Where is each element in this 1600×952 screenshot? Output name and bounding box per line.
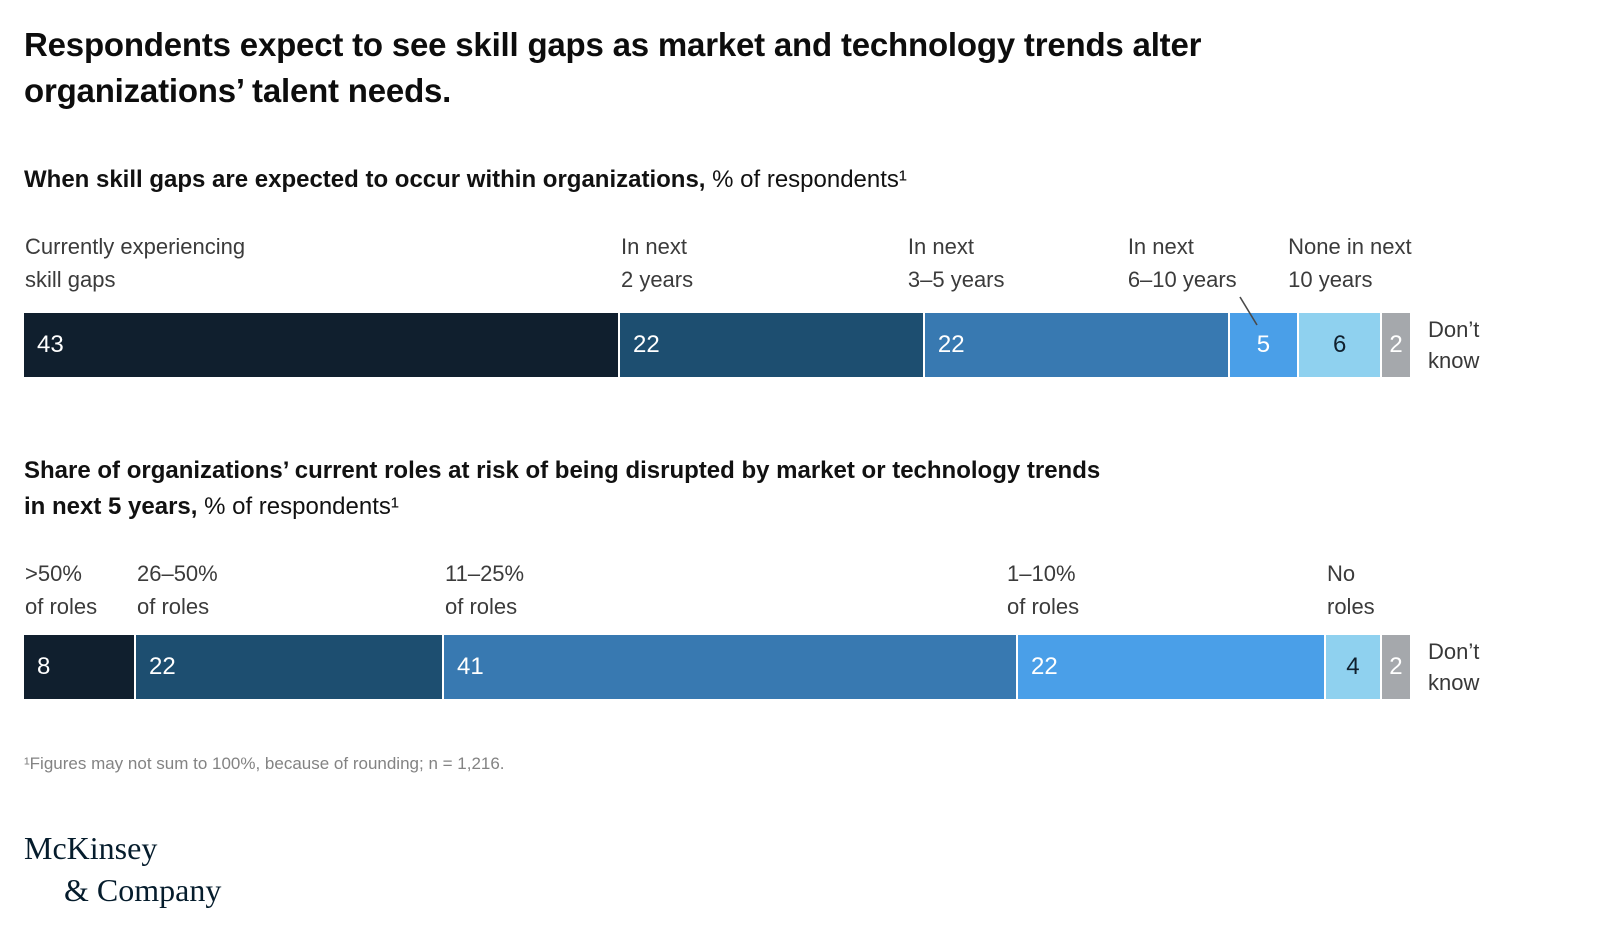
segment-value: 22	[937, 331, 965, 358]
dont-know-label: Don’t know	[1428, 639, 1480, 695]
bar-segment: 2	[1382, 313, 1410, 377]
category-labels-row: >50% of roles 26–50% of roles 11–25% of roles…	[24, 557, 1410, 623]
segment-value: 2	[1389, 653, 1403, 680]
segment-value: 22	[148, 653, 176, 680]
category-label: >50% of roles	[25, 561, 98, 619]
category-label: In next 6–10 years	[1127, 234, 1237, 292]
leader-line	[1239, 296, 1258, 326]
category-label: In next 3–5 years	[907, 234, 1005, 292]
chart-skill-gap-timing: When skill gaps are expected to occur wi…	[24, 162, 1576, 377]
dont-know-label: Don’t know	[1428, 317, 1480, 373]
chart-heading: Share of organizations’ current roles at…	[24, 453, 1576, 525]
bar-segment: 2	[1381, 635, 1410, 699]
segment-value: 5	[1256, 331, 1271, 358]
category-labels-row: Currently experiencing skill gaps In next 2…	[24, 230, 1412, 296]
bar-segment: 5	[1229, 313, 1300, 377]
bar-segment: 4	[1325, 635, 1382, 699]
bar-segment: 43	[24, 313, 620, 377]
bar-segment: 22	[924, 313, 1230, 377]
logo-line-1: McKinsey	[24, 830, 158, 866]
bar-segment: 22	[1017, 635, 1326, 699]
bar-segment: 22	[619, 313, 925, 377]
bar-segment: 6	[1299, 313, 1383, 377]
chart-roles-at-risk: Share of organizations’ current roles at…	[24, 453, 1576, 699]
logo-line-2: & Company	[64, 872, 222, 908]
category-label: 1–10% of roles	[1007, 561, 1080, 619]
chart-heading-units: % of respondents¹	[705, 166, 907, 193]
category-label: In next 2 years	[620, 234, 694, 292]
category-label: Currently experiencing skill gaps	[25, 234, 246, 292]
chart-heading-bold: Share of organizations’ current roles at…	[24, 457, 1101, 520]
category-label: None in next 10 years	[1288, 234, 1412, 292]
segment-value: 41	[456, 653, 484, 680]
category-label: No roles	[1327, 561, 1375, 619]
page: Respondents expect to see skill gaps as …	[24, 26, 1576, 911]
segment-value: 22	[1030, 653, 1058, 680]
bar-row: 43 22 22 5 6 2 Don’t know	[24, 313, 1576, 377]
chart-heading: When skill gaps are expected to occur wi…	[24, 162, 1576, 198]
stacked-bar: 43 22 22 5 6 2	[24, 313, 1410, 377]
category-label: 26–50% of roles	[136, 561, 218, 619]
footnote: ¹Figures may not sum to 100%, because of…	[24, 754, 505, 773]
bar-segment: 41	[443, 635, 1018, 699]
segment-value: 22	[632, 331, 660, 358]
segment-value: 8	[37, 653, 51, 680]
chart-heading-units: % of respondents¹	[197, 493, 399, 520]
segment-value: 4	[1346, 653, 1360, 680]
bar-segment: 22	[135, 635, 444, 699]
mckinsey-logo: McKinsey & Company	[24, 827, 1576, 911]
chart-heading-bold: When skill gaps are expected to occur wi…	[24, 166, 706, 193]
segment-value: 43	[37, 331, 64, 358]
page-title: Respondents expect to see skill gaps as …	[24, 26, 1202, 109]
stacked-bar: 8 22 41 22 4 2	[24, 635, 1410, 699]
bar-segment: 8	[24, 635, 136, 699]
bar-row: 8 22 41 22 4 2 Don’t know	[24, 635, 1576, 699]
category-label: 11–25% of roles	[445, 561, 525, 619]
segment-value: 6	[1332, 331, 1347, 358]
segment-value: 2	[1389, 331, 1403, 358]
